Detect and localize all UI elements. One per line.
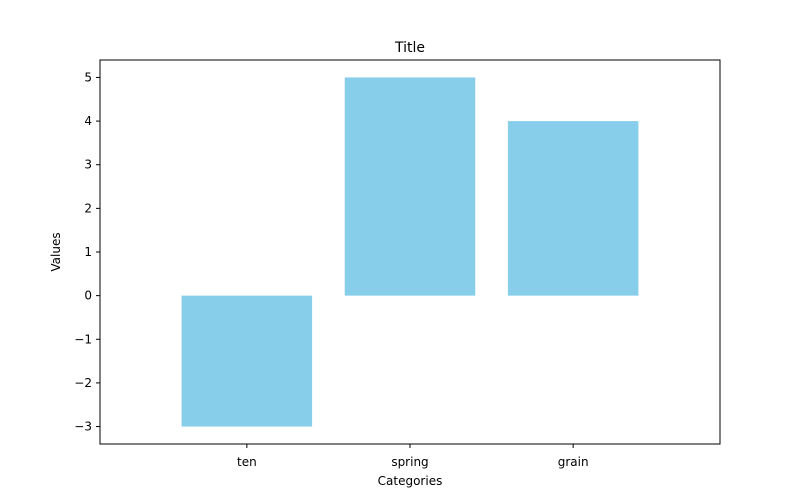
x-tick-label: spring <box>391 455 428 469</box>
bar-grain <box>507 121 639 296</box>
bar-spring <box>344 77 476 296</box>
y-tick-label: 4 <box>84 114 92 128</box>
x-tick-label: grain <box>558 455 589 469</box>
plot-frame <box>99 59 721 445</box>
y-tick-label: 3 <box>84 158 92 172</box>
x-axis-label: Categories <box>378 474 443 488</box>
y-axis-label: Values <box>49 232 63 271</box>
x-tick-label: ten <box>237 455 257 469</box>
y-tick-label: −1 <box>74 332 92 346</box>
y-axis-ticks: −3 −2 −1 0 1 2 3 4 5 <box>74 70 100 434</box>
bars-group <box>181 77 639 427</box>
y-tick-label: 0 <box>84 289 92 303</box>
y-tick-label: −3 <box>74 420 92 434</box>
y-tick-label: −2 <box>74 376 92 390</box>
chart-title: Title <box>394 40 425 56</box>
y-tick-label: 2 <box>84 201 92 215</box>
y-tick-label: 1 <box>84 245 92 259</box>
bar-ten <box>181 295 313 427</box>
x-axis-ticks: ten spring grain <box>237 444 589 469</box>
y-tick-label: 5 <box>84 70 92 84</box>
